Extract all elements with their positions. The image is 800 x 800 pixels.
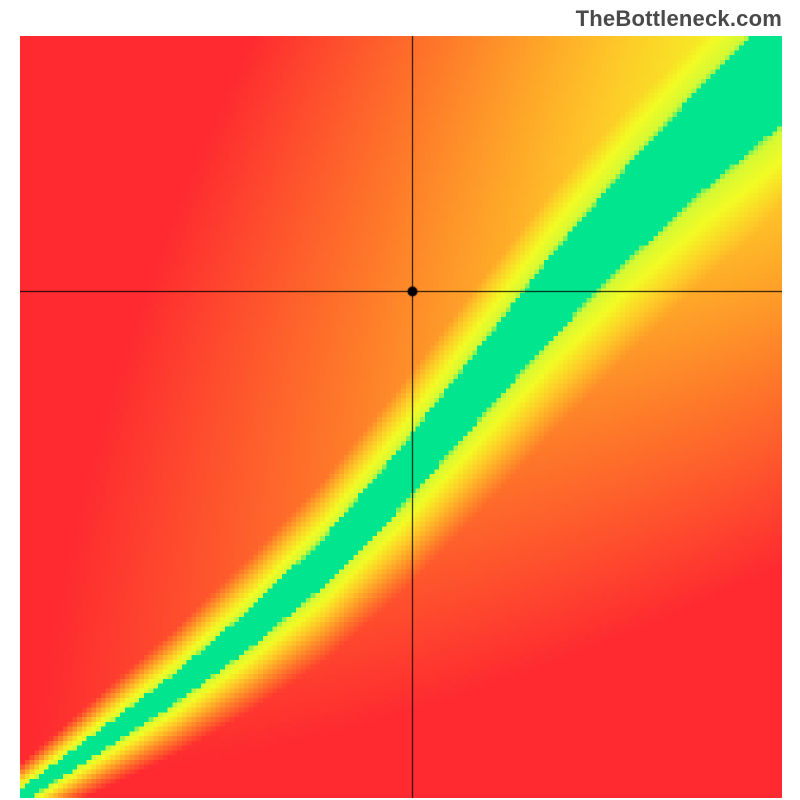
watermark-label: TheBottleneck.com: [576, 6, 782, 32]
chart-container: TheBottleneck.com: [0, 0, 800, 800]
gradient-heatmap: [20, 36, 782, 798]
